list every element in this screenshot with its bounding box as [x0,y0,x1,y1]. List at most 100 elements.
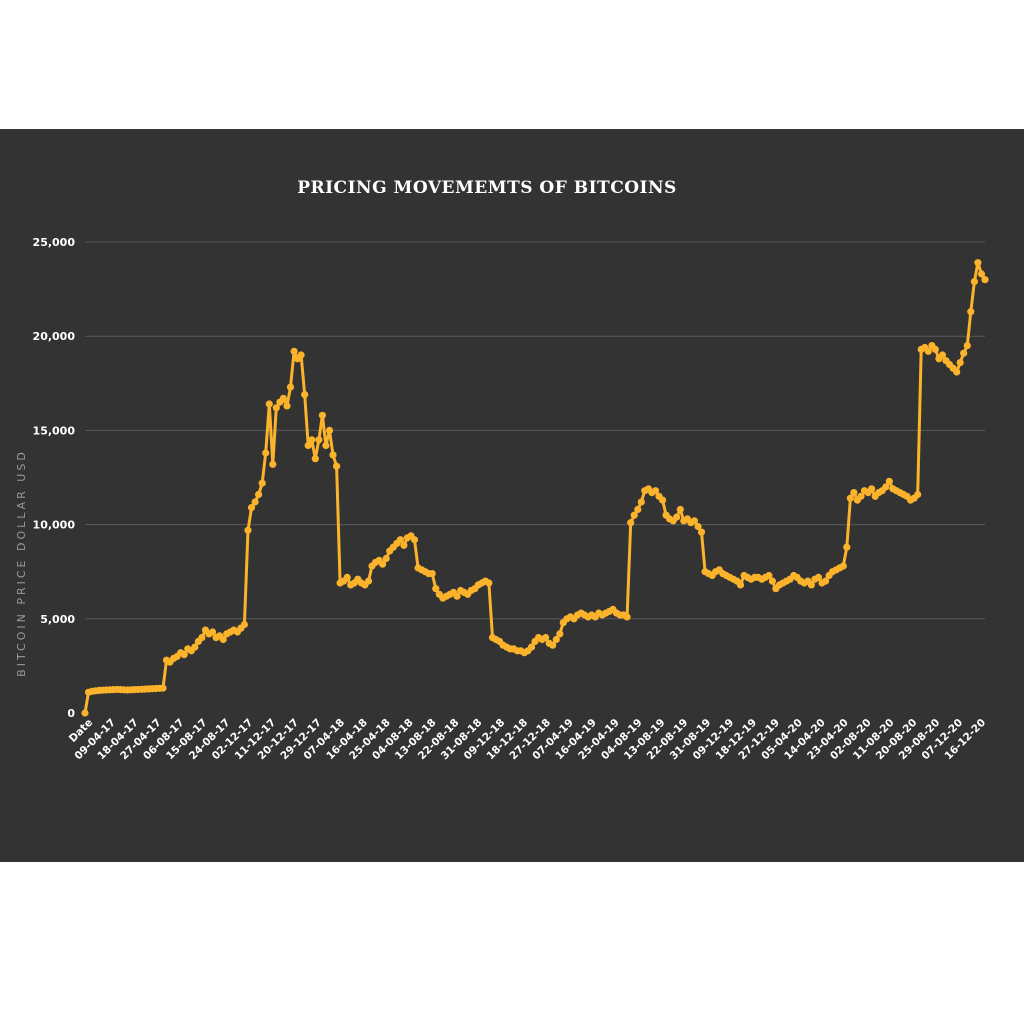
y-tick-label: 20,000 [33,330,76,343]
data-point [690,517,699,525]
data-point [673,513,681,521]
data-point [807,581,816,589]
data-point [198,634,206,642]
data-point [364,577,373,585]
y-tick-label: 15,000 [33,424,76,437]
y-tick-label: 25,000 [33,236,76,249]
data-point [885,477,893,485]
data-point [938,351,947,359]
data-point [286,383,295,391]
data-point [400,541,408,549]
y-axis-label: BITCOIN PRICE DOLLAR USD [15,449,28,677]
data-point [311,455,319,463]
data-point [914,490,922,499]
data-point [379,560,387,568]
data-point [868,485,876,493]
data-point [301,391,309,399]
data-point [977,270,986,278]
data-point [956,359,964,367]
data-point [269,460,277,468]
data-point [290,347,298,355]
chart-panel: PRICING MOVEMEMTS OF BITCOINS BITCOIN PR… [0,129,1024,862]
data-point [882,483,890,491]
data-point [240,620,248,629]
data-point [552,635,560,644]
data-point [931,345,940,353]
data-point [81,709,89,717]
data-point [953,368,961,376]
data-point [272,404,280,412]
data-point [343,573,351,581]
data-point [556,630,564,638]
chart-title: PRICING MOVEMEMTS OF BITCOINS [297,178,677,198]
data-point [180,651,188,659]
y-tick-label: 10,000 [33,519,76,532]
gridlines [85,241,985,620]
data-point [839,562,847,570]
data-point [382,554,390,563]
data-point [304,441,312,450]
data-point [159,684,167,692]
data-point [453,592,461,600]
data-point [318,411,326,419]
data-point [333,462,341,470]
data-point [191,643,199,651]
data-point [262,449,270,457]
y-tick-label: 5,000 [40,613,75,626]
data-point [627,519,635,527]
data-point [308,436,316,444]
data-point [850,489,858,497]
data-point [265,400,273,408]
data-point [768,577,777,585]
data-point [924,347,932,355]
data-point [960,349,968,357]
data-point [843,543,851,551]
data-point [651,487,660,495]
data-point [258,479,266,487]
data-point [542,634,550,642]
data-point [255,490,263,499]
data-point [634,505,642,514]
data-point [297,351,305,359]
data-point [981,276,989,284]
series-line [83,261,987,714]
data-point [485,579,493,587]
data-point [857,492,865,500]
data-point [251,498,259,506]
data-point [325,426,334,434]
data-point [219,635,227,644]
y-axis-ticks: 0 5,000 10,000 15,000 20,000 25,000 [33,236,76,720]
data-point [410,536,419,544]
data-point [623,613,631,621]
price-series [81,259,989,717]
data-point [279,394,287,402]
data-point [814,573,823,581]
data-point [963,342,971,350]
data-point [283,402,291,410]
data-point [396,536,404,544]
data-point [637,498,645,506]
data-point [822,577,830,585]
data-point [630,511,638,519]
data-point [974,259,982,267]
data-point [244,526,252,534]
data-point [970,278,979,286]
data-point [322,441,330,450]
data-point [432,585,440,593]
data-point [549,641,557,649]
y-tick-label: 0 [67,707,75,720]
data-point [697,528,706,536]
data-point [694,522,702,531]
data-point [846,494,855,502]
line-chart: PRICING MOVEMEMTS OF BITCOINS BITCOIN PR… [15,178,989,763]
data-point [428,570,436,578]
data-point [209,628,217,636]
data-point [765,571,773,580]
x-axis-ticks: Date09-04-1718-04-1727-04-1706-08-1715-0… [67,717,988,763]
data-point [659,496,667,504]
data-point [967,308,975,316]
data-point [676,505,684,514]
data-point [329,451,337,459]
data-point [527,643,536,651]
data-point [247,504,256,512]
